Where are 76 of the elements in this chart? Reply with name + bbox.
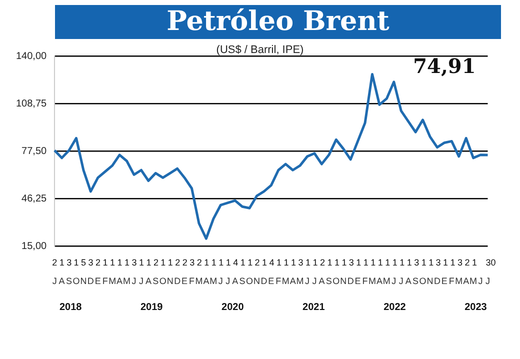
x-tick-label: F (276, 276, 282, 286)
text: 2 1 3 1 5 3 2 1 1 1 1 3 1 1 2 1 1 2 2 3 2 1 1 1 1 4 1 1 2 1 4 1 1 1 3 1 1 2 1 1 1 3 1 1 1 1 1 1 1 1 3 1 1 3 1 1 3 2 1 30 (52, 258, 496, 268)
y-tick-label: 46,25 (22, 193, 48, 204)
x-tick-label: E (268, 276, 274, 286)
x-tick-label: M (368, 276, 376, 286)
x-tick-label: A (116, 276, 123, 286)
x-tick-label: N (80, 276, 87, 286)
x-tick-label: M (455, 276, 463, 286)
x-tick-label: E (94, 276, 101, 286)
x-tick-label: E (182, 276, 188, 286)
x-tick-label: N (166, 276, 174, 286)
x-tick-label: M (382, 276, 390, 286)
x-tick-label: J (138, 276, 144, 286)
x-tick-label: A (203, 276, 210, 286)
x-tick-label: J (312, 276, 317, 286)
x-tick-label: F (189, 276, 196, 286)
text: 2020 (222, 302, 244, 313)
x-tick-label: D (347, 276, 354, 286)
x-tick-label: M (195, 276, 203, 286)
x-tick-label: O (72, 276, 80, 286)
x-tick-label: J (398, 276, 404, 286)
x-tick-label: A (145, 276, 152, 286)
x-tick-label: A (290, 276, 296, 286)
x-tick-label: J (52, 276, 57, 286)
x-tick-label: O (159, 276, 166, 286)
y-tick-label: 108,75 (16, 98, 48, 110)
x-tick-label: O (246, 276, 254, 286)
x-tick-label: J (478, 276, 483, 286)
x-tick-label: M (296, 276, 304, 286)
x-tick-label: J (305, 276, 310, 286)
x-tick-label: A (405, 276, 412, 286)
x-tick-label: S (66, 276, 72, 286)
x-tick-label: J (218, 276, 223, 286)
x-tick-label: A (58, 276, 65, 286)
x-tick-label: A (376, 276, 382, 286)
x-tick-label: D (87, 276, 94, 286)
x-tick-label: M (123, 276, 131, 286)
x-tick-label: M (470, 276, 478, 286)
chart-subtitle: (US$ / Barril, IPE) (216, 44, 304, 56)
x-tick-label: D (260, 276, 268, 286)
text: 2018 (59, 302, 82, 313)
x-tick-label: M (282, 276, 290, 286)
x-tick-label: F (448, 276, 455, 286)
x-tick-label: A (463, 276, 470, 286)
x-tick-label: O (332, 276, 340, 286)
x-tick-label: E (354, 276, 361, 286)
annotation: 74,91 (413, 54, 476, 78)
x-tick-label: E (441, 276, 448, 286)
x-tick-label: A (232, 276, 238, 286)
x-tick-label: S (412, 276, 419, 286)
x-tick-label: N (426, 276, 434, 286)
x-tick-label: A (318, 276, 325, 286)
x-tick-label: M (210, 276, 218, 286)
text: 2019 (140, 302, 164, 313)
text: 2022 (384, 302, 406, 313)
x-tick-label: J (392, 276, 396, 286)
y-tick-label: 140,00 (16, 50, 48, 62)
x-tick-label: F (102, 276, 108, 286)
x-tick-label: D (174, 276, 182, 286)
text: 2021 (302, 302, 326, 313)
x-tick-label: S (326, 276, 332, 286)
x-tick-label: J (226, 276, 230, 286)
x-tick-label: S (239, 276, 246, 286)
y-tick-label: 77,50 (22, 146, 48, 157)
x-tick-label: M (108, 276, 116, 286)
chart-title: Petróleo Brent (55, 5, 501, 39)
x-tick-label: N (253, 276, 260, 286)
x-tick-label: D (434, 276, 441, 286)
x-tick-label: O (419, 276, 426, 286)
x-tick-label: N (340, 276, 347, 286)
x-tick-label: J (132, 276, 136, 286)
x-tick-label: J (486, 276, 490, 286)
x-tick-label: F (362, 276, 368, 286)
y-tick-label: 15,00 (22, 240, 48, 252)
text: 2023 (464, 302, 488, 313)
x-tick-label: S (152, 276, 159, 286)
